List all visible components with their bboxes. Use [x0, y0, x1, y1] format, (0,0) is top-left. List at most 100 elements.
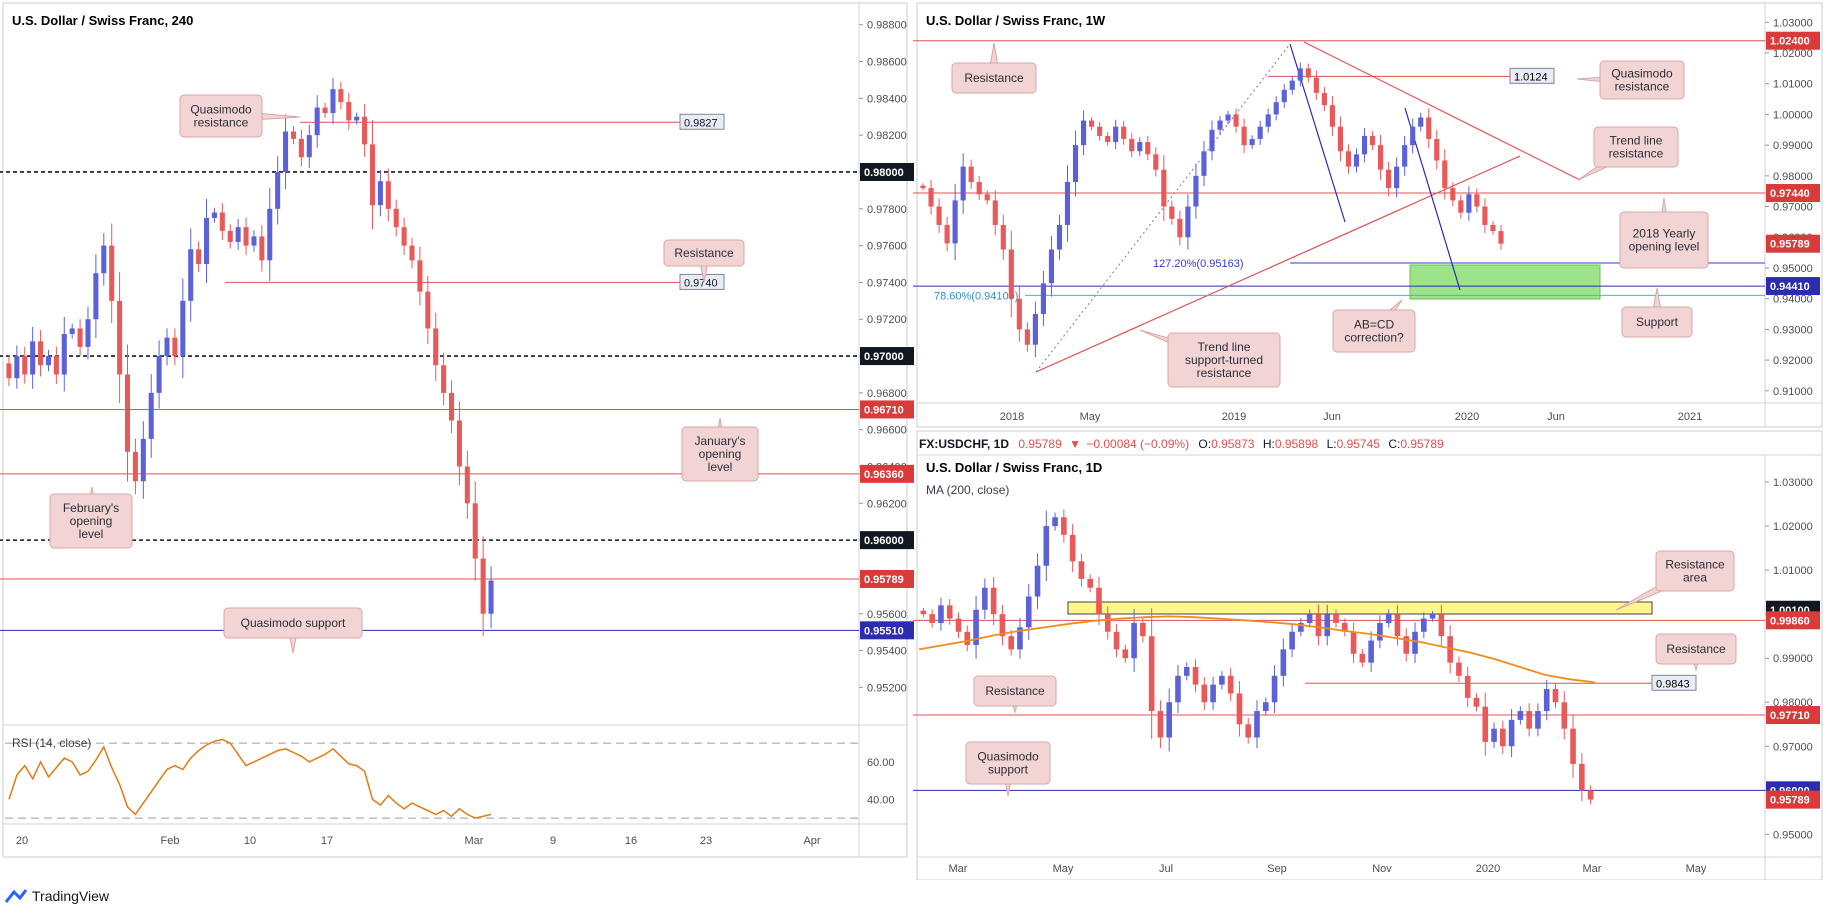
- candle-body: [1072, 145, 1079, 182]
- candle-body: [1265, 114, 1271, 127]
- candle-body: [1482, 206, 1488, 225]
- left-pane: 0.9827 0.9740 0.98800 0.98600 0.98400 0.9820…: [0, 2, 914, 858]
- candle-body: [1473, 697, 1480, 707]
- candle-body: [1418, 117, 1424, 127]
- candle-body: [322, 107, 328, 114]
- candle-body: [1552, 689, 1559, 703]
- annotation-label: Quasimodo support: [977, 750, 1039, 777]
- callout-box: [1655, 633, 1737, 665]
- y-tick-label: 0.98800: [867, 20, 907, 32]
- candle-body: [1236, 693, 1243, 725]
- candle-body: [1104, 614, 1111, 632]
- candle-body: [1369, 135, 1376, 146]
- candle-body: [148, 392, 154, 439]
- candle-body: [1097, 126, 1103, 136]
- x-tick-label: 2019: [1222, 411, 1246, 423]
- candle-body: [1447, 636, 1453, 663]
- candle-body: [936, 206, 942, 225]
- candle-body: [306, 135, 312, 158]
- candle-body: [1166, 702, 1173, 738]
- candle-body: [346, 102, 352, 121]
- price-label-bg: [1766, 234, 1820, 253]
- y-tick-label: 0.99000: [1773, 140, 1813, 152]
- support-zone: [1409, 264, 1601, 300]
- candle-body: [1341, 622, 1348, 632]
- fib-786-label: 78.60%(0.94109): [934, 290, 1018, 302]
- candle-body: [251, 236, 257, 246]
- x-tick-label: 2021: [1678, 411, 1702, 423]
- tradingview-logo[interactable]: TradingView: [2, 880, 142, 914]
- candle-body: [1249, 138, 1255, 146]
- candle-body: [1280, 649, 1287, 676]
- candle-body: [196, 249, 202, 265]
- candle-body: [1233, 114, 1239, 127]
- x-tick-label: Nov: [1372, 863, 1392, 875]
- candle-body: [1466, 194, 1472, 213]
- candle-body: [1508, 719, 1515, 747]
- candle-body: [1402, 145, 1408, 167]
- candle-body: [1498, 231, 1504, 244]
- candle-body: [1129, 138, 1135, 152]
- y-tick-label: 0.96200: [867, 498, 907, 510]
- y-tick-label: 0.99000: [1773, 653, 1813, 665]
- candle-body: [1394, 166, 1400, 189]
- y-tick-label: 0.98000: [1773, 171, 1813, 183]
- daily-chart-title: U.S. Dollar / Swiss Franc, 1D: [926, 460, 1102, 475]
- trend-line-resistance: [1303, 41, 1581, 181]
- candle-body: [1561, 702, 1568, 729]
- candle-body: [960, 166, 966, 201]
- candle-body: [1105, 135, 1111, 143]
- y-tick-label: 0.97600: [867, 241, 907, 253]
- price-label: 0.97440: [1770, 188, 1810, 200]
- candle-body: [1377, 622, 1383, 641]
- callout-box: [951, 62, 1037, 94]
- price-label-bg: [1766, 790, 1820, 809]
- candle-body: [1337, 126, 1344, 152]
- x-tick-label: May: [1686, 863, 1707, 875]
- candle-body: [1305, 68, 1311, 78]
- candle-body: [117, 300, 123, 375]
- price-label-bg: [860, 531, 914, 550]
- candle-body: [920, 610, 927, 615]
- candle-body: [1378, 145, 1384, 170]
- x-tick-label: 2020: [1455, 411, 1479, 423]
- weekly-chart-title: U.S. Dollar / Swiss Franc, 1W: [926, 13, 1106, 28]
- logo-mark-icon: [4, 889, 28, 903]
- candle-body: [1016, 298, 1022, 330]
- candle-body: [1087, 578, 1094, 588]
- candle-body: [1131, 622, 1137, 659]
- candle-body: [1048, 249, 1055, 284]
- annotation-label: Resistance: [964, 71, 1024, 85]
- candle-body: [1008, 249, 1014, 299]
- price-label-bg: [860, 400, 914, 419]
- candle-body: [1500, 728, 1506, 747]
- candle-body: [1482, 706, 1489, 742]
- callout-box: [1167, 332, 1281, 388]
- price-label: 0.94410: [1770, 281, 1810, 293]
- y-tick-label: 0.96800: [867, 388, 907, 400]
- candle-body: [944, 224, 950, 244]
- y-tick-label: 0.97400: [867, 277, 907, 289]
- x-tick-label: Feb: [161, 835, 180, 847]
- rsi-line: [8, 738, 492, 819]
- price-label: 1.02400: [1770, 36, 1810, 48]
- candle-body: [1353, 154, 1360, 167]
- candle-body: [283, 131, 289, 172]
- candle-body: [992, 200, 998, 225]
- x-tick-label: 16: [625, 835, 637, 847]
- annotation-label: Trend line support-turned resistance: [1185, 340, 1263, 380]
- y-tick-label: 1.02000: [1773, 521, 1813, 533]
- candle-body: [1201, 684, 1208, 703]
- candle-body: [38, 341, 44, 366]
- candle-body: [1024, 329, 1030, 345]
- rsi-tick-label: 60.00: [867, 757, 895, 769]
- candle-body: [1000, 224, 1006, 250]
- candle-body: [488, 580, 494, 614]
- candle-body: [946, 605, 953, 619]
- candle-body: [1289, 631, 1295, 650]
- candle-body: [1386, 169, 1392, 189]
- candle-body: [401, 227, 407, 246]
- candle-body: [45, 356, 51, 366]
- x-tick-label: May: [1080, 411, 1101, 423]
- y-tick-label: 0.92000: [1773, 355, 1813, 367]
